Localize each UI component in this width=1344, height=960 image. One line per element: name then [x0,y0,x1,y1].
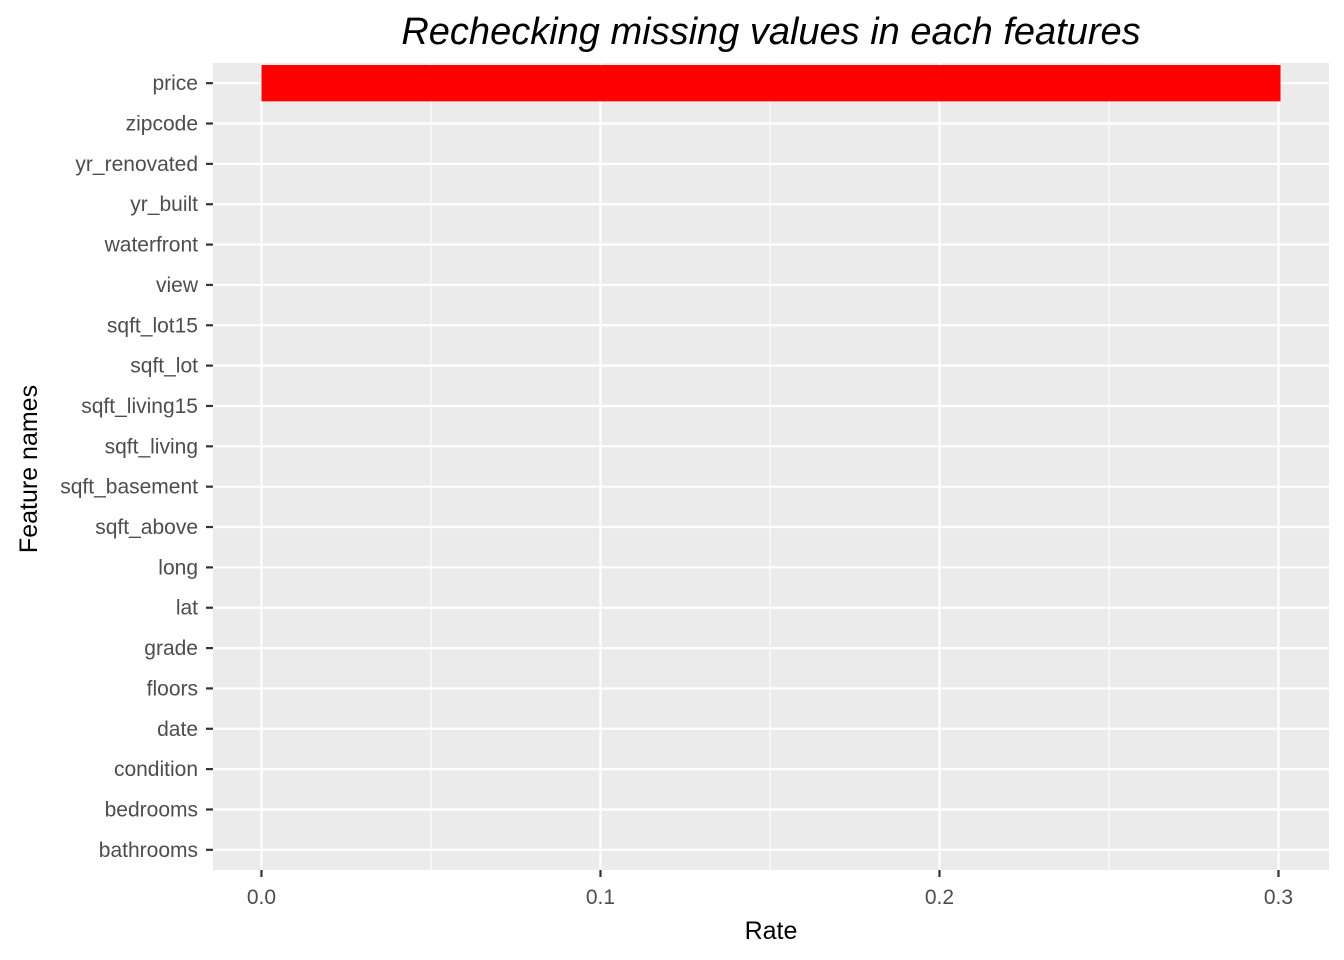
y-axis-title: Feature names [15,385,43,553]
y-tick-label: sqft_lot [130,355,198,378]
panel-background [213,63,1329,870]
y-tick-label: lat [176,597,198,620]
y-tick-label: sqft_basement [60,476,198,499]
grid-minor [430,63,1110,870]
y-tick-label: yr_renovated [75,153,198,176]
y-tick-label: bedrooms [105,798,198,821]
y-tick-label: date [157,718,198,741]
y-tick-label: sqft_living [105,435,198,458]
y-tick-label: bathrooms [99,839,198,862]
y-tick-label: long [158,556,198,579]
y-tick-label: grade [144,637,198,660]
y-axis: price zipcode yr_renovated yr_built waterfro… [60,72,213,862]
y-tick-label: view [156,274,199,297]
y-tick-label: waterfront [104,234,199,257]
y-tick-label: price [152,72,198,95]
y-tick-label: condition [114,758,198,781]
chart-title: Rechecking missing values in each featur… [401,11,1140,53]
grid-major [213,63,1329,870]
x-axis-title: Rate [745,917,798,945]
x-tick-label: 0.2 [925,886,954,909]
y-tick-label: sqft_living15 [81,395,198,418]
y-tick-label: sqft_lot15 [107,314,198,337]
x-tick-label: 0.0 [247,886,276,909]
x-tick-label: 0.1 [586,886,615,909]
bar-price [261,65,1281,102]
y-tick-label: floors [147,677,198,700]
y-tick-label: zipcode [126,113,198,136]
bars [261,65,1281,102]
y-tick-label: sqft_above [95,516,198,539]
y-tick-label: yr_built [130,193,198,216]
x-axis: 0.0 0.1 0.2 0.3 [247,870,1293,909]
x-tick-label: 0.3 [1264,886,1293,909]
